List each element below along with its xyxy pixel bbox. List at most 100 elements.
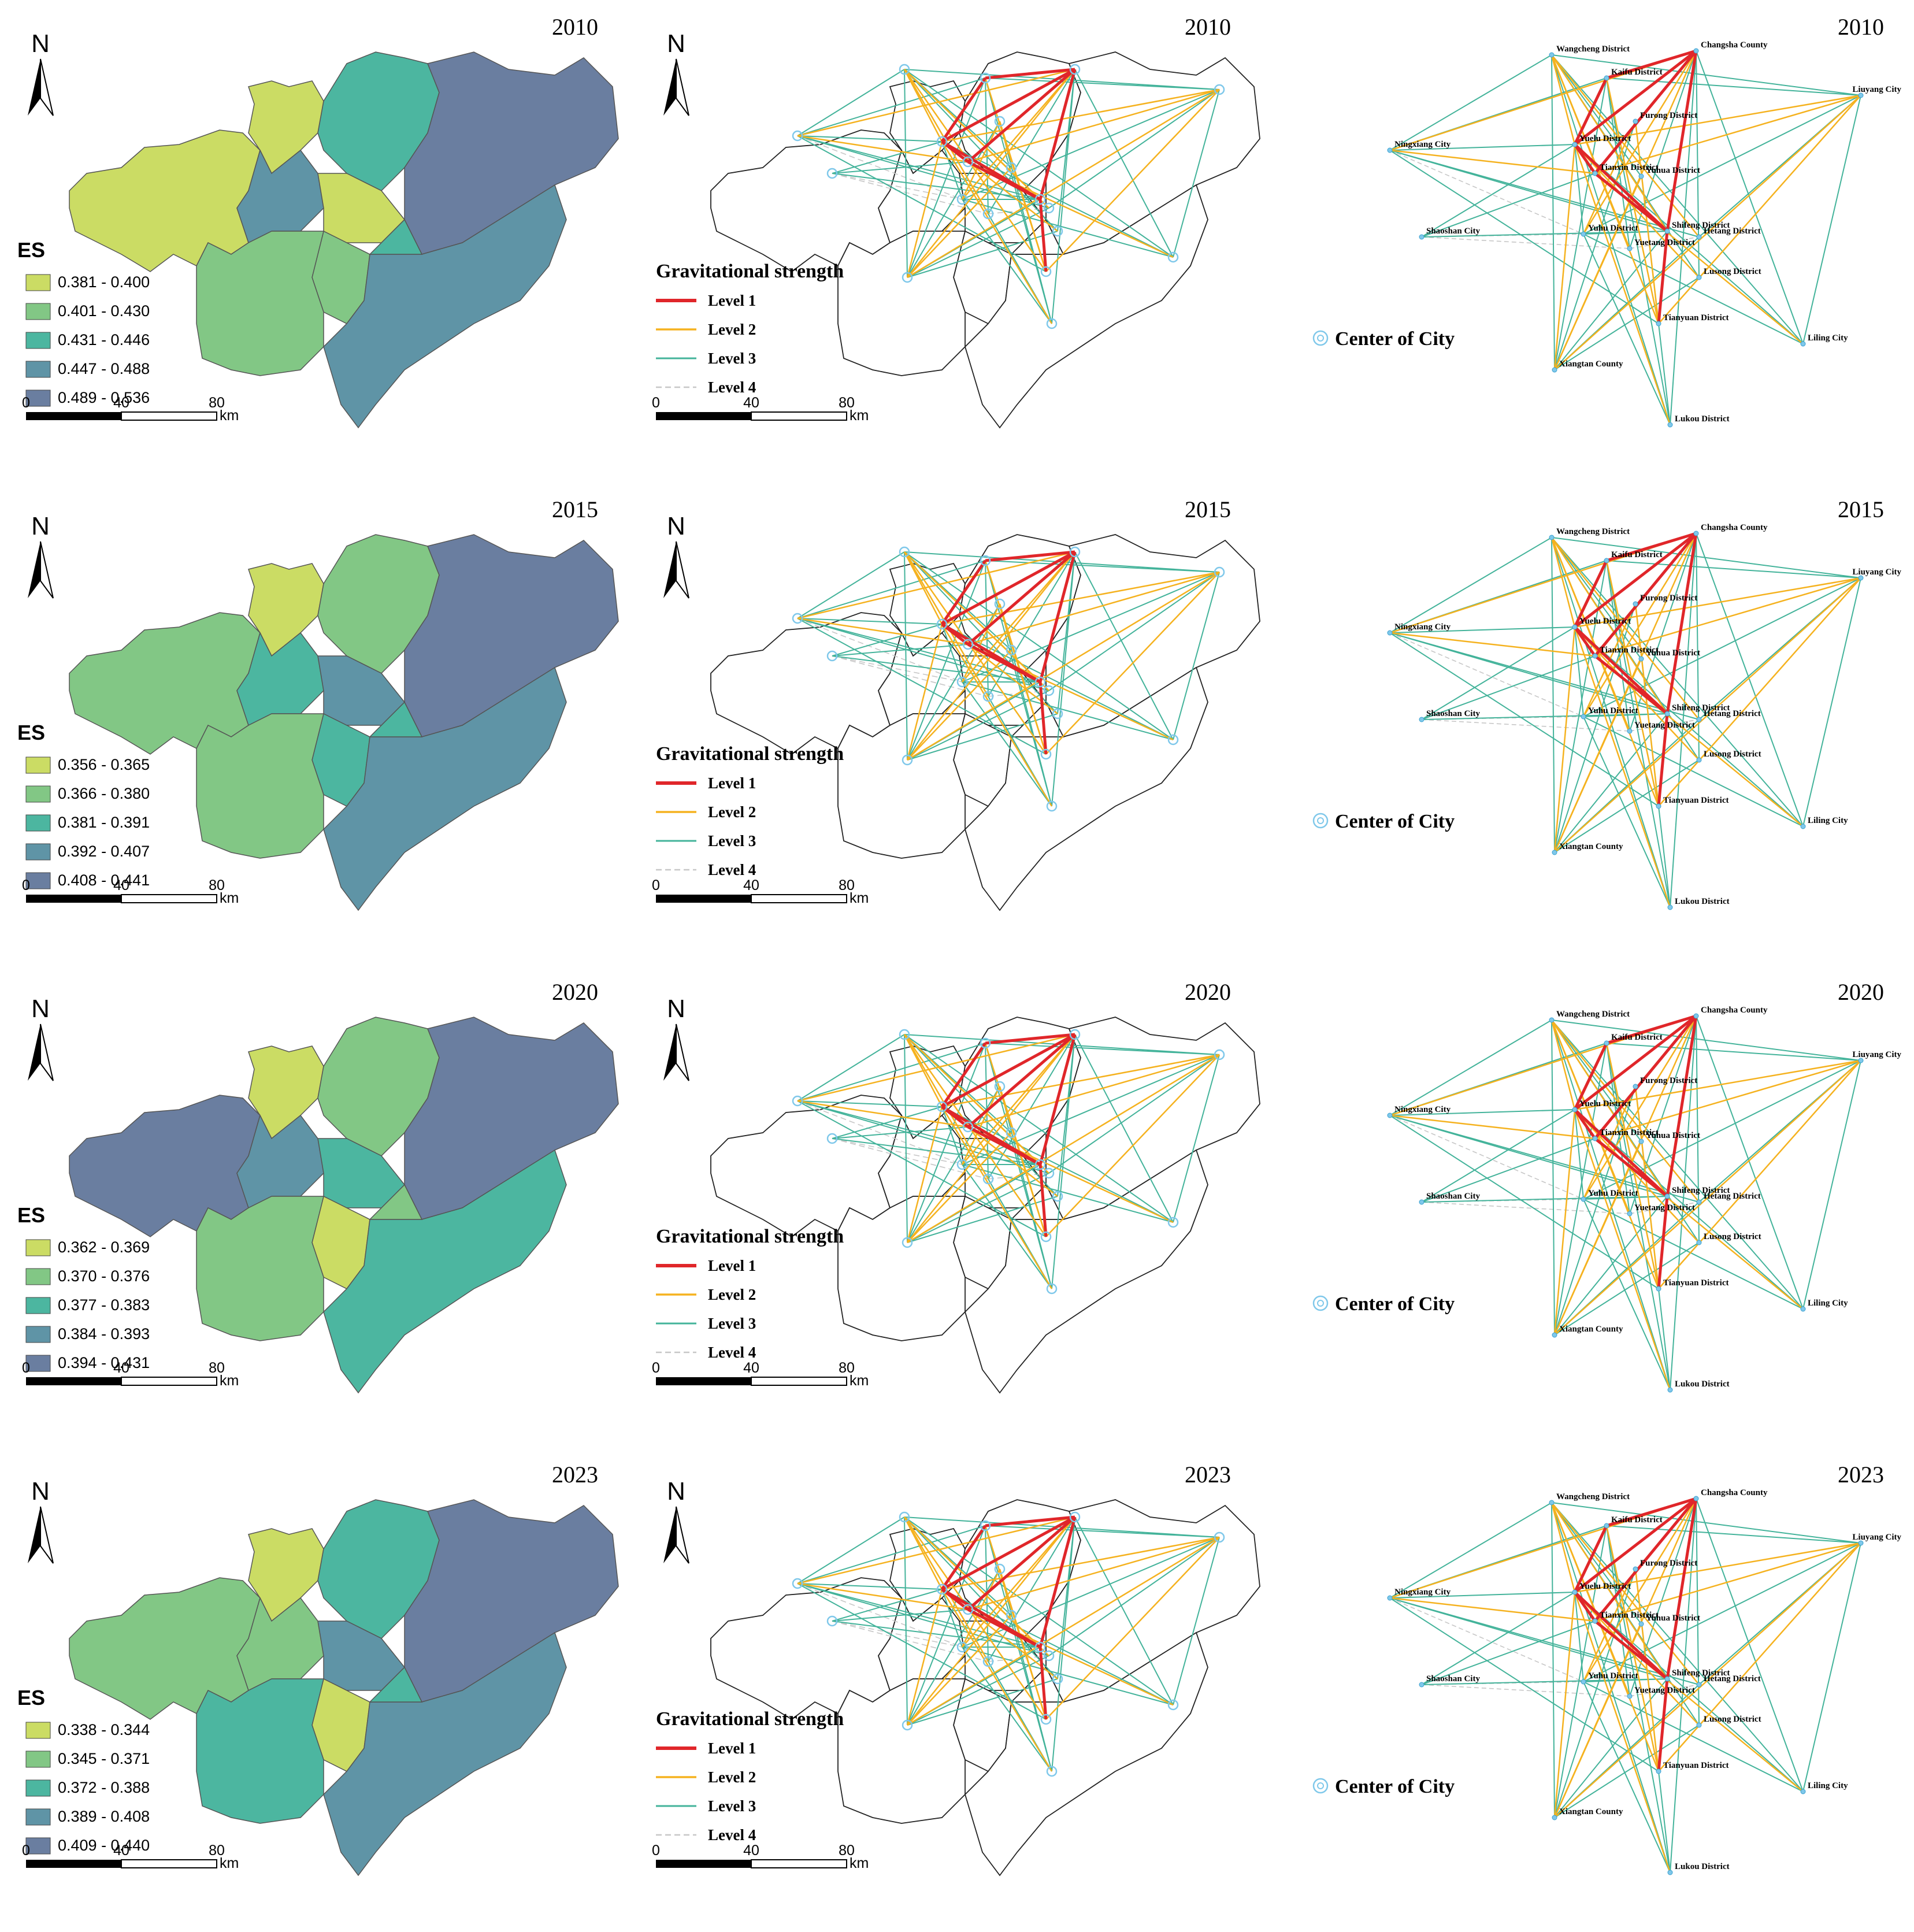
network-node-label: Lukou District xyxy=(1675,1862,1730,1871)
network-node-label: Kaifu District xyxy=(1611,1515,1663,1525)
network-link-level-1 xyxy=(1606,1014,1697,1045)
city-center-marker xyxy=(1040,1714,1052,1725)
network-link-level-3 xyxy=(1802,577,1861,827)
gravity-link-level-2 xyxy=(907,650,1012,761)
es-legend-label: 0.372 - 0.388 xyxy=(58,1779,150,1796)
network-link-level-1 xyxy=(1573,559,1608,628)
city-center-marker xyxy=(936,1584,948,1595)
es-legend-swatch xyxy=(25,843,51,861)
network-link-level-3 xyxy=(1551,54,1671,425)
gravity-link-level-3 xyxy=(999,1086,1052,1289)
network-link-level-3 xyxy=(1802,1542,1861,1792)
city-center-marker xyxy=(902,1237,913,1248)
scale-mid: 40 xyxy=(113,1360,129,1376)
gravity-link-level-1 xyxy=(940,1042,987,1108)
scale-mid: 40 xyxy=(743,1360,759,1376)
gravity-network-panel-2023: Wangcheng District Changsha County Kaifu D… xyxy=(1283,1448,1914,1910)
scale-max: 80 xyxy=(209,877,225,893)
gravity-link-level-1 xyxy=(985,1515,1075,1527)
network-link-level-2 xyxy=(1554,577,1861,853)
city-center-marker xyxy=(962,1604,974,1615)
gravity-link-level-2 xyxy=(907,1615,1012,1726)
city-center-marker xyxy=(1046,318,1058,329)
network-node-label: Changsha County xyxy=(1701,1488,1768,1497)
network-link-level-2 xyxy=(1551,1019,1668,1197)
city-center-marker xyxy=(1069,1511,1081,1523)
network-link-level-3 xyxy=(1421,1138,1596,1203)
network-link-level-3 xyxy=(1554,1196,1668,1336)
network-link-level-3 xyxy=(1421,173,1596,238)
network-node xyxy=(1656,321,1661,327)
gravity-legend-title: Gravitational strength xyxy=(656,261,844,282)
network-link-level-3 xyxy=(1583,1681,1804,1792)
network-node-label: Hetang District xyxy=(1704,1674,1761,1683)
gravity-link-level-2 xyxy=(984,1525,1047,1720)
network-node-label: Ningxiang City xyxy=(1394,1588,1451,1597)
city-center-marker xyxy=(899,64,910,75)
north-label: N xyxy=(31,29,50,58)
network-link-level-1 xyxy=(1606,532,1697,562)
network-node xyxy=(1667,422,1673,428)
gravity-link-level-2 xyxy=(797,551,1075,620)
city-center-marker xyxy=(1167,734,1179,746)
gravity-link-level-3 xyxy=(907,1196,1058,1243)
gravity-link-level-3 xyxy=(1048,89,1220,209)
gravity-legend-title: Gravitational strength xyxy=(656,1226,844,1247)
scale-max: 80 xyxy=(839,1842,855,1859)
network-link-level-3 xyxy=(1583,233,1671,425)
network-link-level-3 xyxy=(1389,1502,1552,1599)
network-link-level-4 xyxy=(1389,1115,1584,1200)
network-node-label: Furong District xyxy=(1640,111,1697,120)
network-link-level-2 xyxy=(1634,121,1660,324)
city-center-marker xyxy=(902,272,913,283)
gravity-link-level-3 xyxy=(832,644,969,657)
network-link-level-2 xyxy=(1551,537,1700,720)
network-link-level-3 xyxy=(1551,54,1642,177)
city-center-marker xyxy=(1043,1650,1055,1662)
gravity-link-level-2 xyxy=(1045,572,1220,755)
network-node-label: Yuelu District xyxy=(1579,1582,1631,1591)
network-node-label: Furong District xyxy=(1640,594,1697,603)
scale-zero: 0 xyxy=(22,395,30,411)
gravity-link-level-4 xyxy=(832,1138,989,1180)
gravity-link-level-3 xyxy=(904,1034,908,1243)
network-node-label: Tianxin District xyxy=(1600,646,1659,655)
network-link-level-3 xyxy=(1606,560,1861,579)
es-choropleth-panel-2015: 2015 N ES 0.356 - 0.365 0.366 - 0.380 0.381 -… xyxy=(0,483,630,945)
network-node-label: Yuhua District xyxy=(1646,1614,1700,1623)
network-node-label: Xiangtan County xyxy=(1559,1807,1623,1816)
network-node xyxy=(1696,275,1702,280)
network-node-label: Yuhua District xyxy=(1646,1131,1700,1140)
network-node-label: Lusong District xyxy=(1704,1232,1761,1241)
gravity-link-level-3 xyxy=(985,1043,1220,1055)
network-link-level-2 xyxy=(1574,626,1700,761)
network-node-label: Yuetang District xyxy=(1634,1686,1695,1695)
network-link-level-2 xyxy=(1554,1060,1861,1336)
gravity-link-level-1 xyxy=(985,1033,1075,1045)
network-node xyxy=(1627,246,1633,251)
gravity-link-level-2 xyxy=(904,551,1049,691)
year-label: 2015 xyxy=(552,496,598,522)
network-link-level-1 xyxy=(1574,1015,1697,1111)
region-1 xyxy=(248,563,324,657)
network-link-level-3 xyxy=(1554,713,1668,853)
gravity-link-level-1 xyxy=(985,68,1075,80)
es-legend-label: 0.431 - 0.446 xyxy=(58,331,150,348)
network-link-level-2 xyxy=(1554,1542,1861,1818)
network-node xyxy=(1638,656,1644,662)
network-node xyxy=(1800,1789,1806,1794)
network-link-level-2 xyxy=(1551,537,1631,732)
network-link-level-3 xyxy=(1670,1015,1697,1390)
gravity-legend-label: Level 3 xyxy=(708,1315,756,1332)
network-link-level-2 xyxy=(1574,144,1671,425)
gravity-link-level-3 xyxy=(797,135,1047,272)
city-center-marker xyxy=(1069,546,1081,558)
network-link-level-3 xyxy=(1551,537,1642,659)
city-center-marker xyxy=(980,1520,991,1531)
gravity-link-level-3 xyxy=(962,681,1174,740)
gravity-link-level-3 xyxy=(1074,69,1174,258)
network-node-label: Liling City xyxy=(1808,1781,1848,1790)
gravity-link-level-2 xyxy=(797,1100,969,1128)
region-0 xyxy=(69,129,261,272)
